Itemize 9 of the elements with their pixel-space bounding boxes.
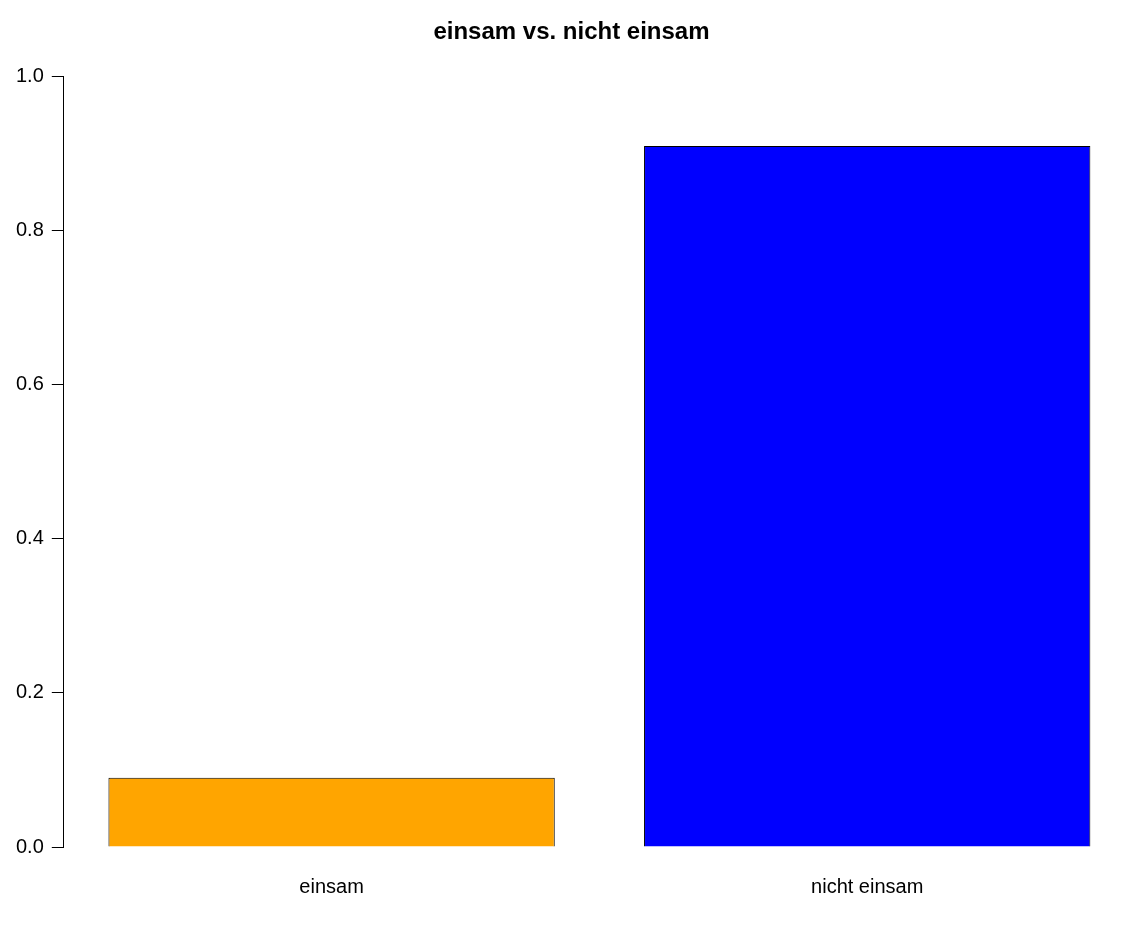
y-tick-label: 0.2: [15, 680, 44, 703]
y-tick-label: 0.8: [15, 218, 44, 241]
x-tick-label: nicht einsam: [811, 874, 924, 897]
x-tick-label: einsam: [299, 874, 364, 897]
y-tick-label: 0.0: [15, 834, 44, 857]
y-tick-label: 0.6: [15, 372, 44, 395]
chart-title: einsam vs. nicht einsam: [433, 17, 710, 45]
y-tick-label: 1.0: [15, 64, 44, 87]
y-tick-label: 0.4: [15, 526, 44, 549]
